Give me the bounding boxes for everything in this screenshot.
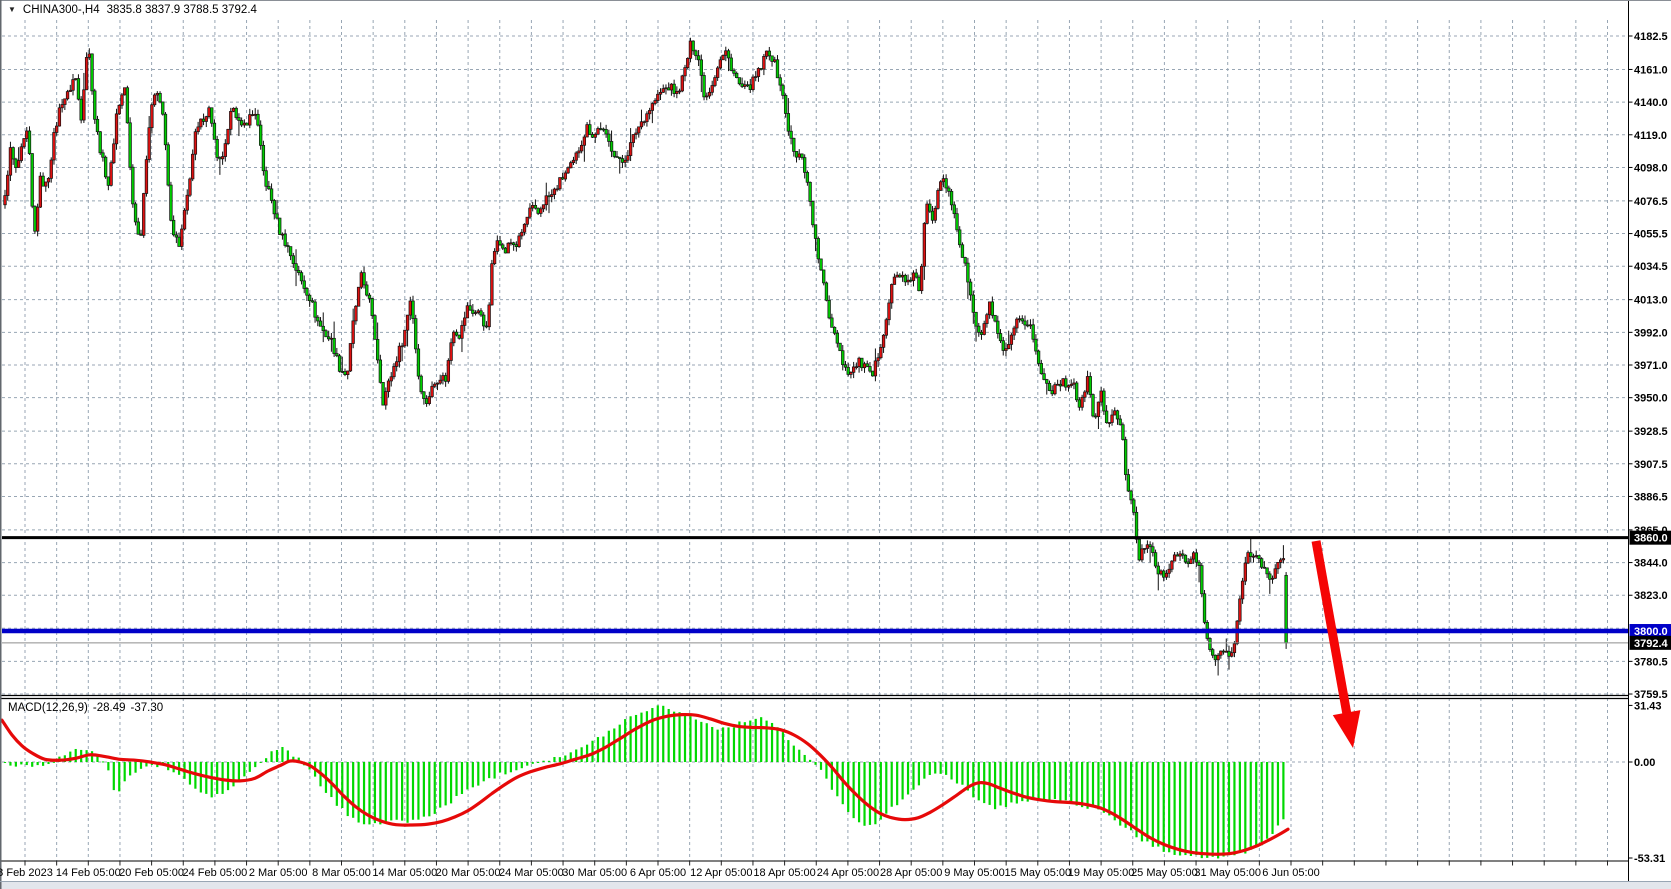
- svg-text:4098.0: 4098.0: [1634, 162, 1668, 174]
- svg-text:20 Feb 05:00: 20 Feb 05:00: [119, 867, 184, 879]
- price-label-3792.4: [1629, 635, 1671, 650]
- svg-text:4055.5: 4055.5: [1634, 229, 1668, 241]
- svg-text:3844.0: 3844.0: [1634, 558, 1668, 570]
- svg-text:25 May 05:00: 25 May 05:00: [1131, 867, 1198, 879]
- svg-text:4161.0: 4161.0: [1634, 64, 1668, 76]
- svg-text:3907.5: 3907.5: [1634, 459, 1668, 471]
- macd-indicator-label: MACD(12,26,9) -28.49 -37.30: [8, 702, 163, 714]
- svg-text:-53.31: -53.31: [1634, 853, 1665, 865]
- symbol-dropdown-icon[interactable]: ▼: [8, 5, 16, 14]
- svg-text:4013.0: 4013.0: [1634, 295, 1668, 307]
- svg-text:4119.0: 4119.0: [1634, 130, 1667, 142]
- svg-text:4182.5: 4182.5: [1634, 31, 1668, 43]
- svg-text:19 May 05:00: 19 May 05:00: [1068, 867, 1135, 879]
- svg-text:31.43: 31.43: [1634, 700, 1662, 712]
- svg-text:15 May 05:00: 15 May 05:00: [1004, 867, 1071, 879]
- svg-text:3992.0: 3992.0: [1634, 327, 1668, 339]
- svg-text:3780.5: 3780.5: [1634, 656, 1668, 668]
- svg-text:3792.4: 3792.4: [1634, 638, 1669, 650]
- svg-text:31 May 05:00: 31 May 05:00: [1194, 867, 1261, 879]
- svg-text:28 Apr 05:00: 28 Apr 05:00: [880, 867, 942, 879]
- price-label-3860.0: [1629, 530, 1671, 545]
- svg-text:3823.0: 3823.0: [1634, 590, 1668, 602]
- macd-signal-value: -37.30: [130, 702, 164, 714]
- svg-text:8 Mar 05:00: 8 Mar 05:00: [312, 867, 371, 879]
- svg-text:30 Mar 05:00: 30 Mar 05:00: [562, 867, 627, 879]
- svg-text:3800.0: 3800.0: [1634, 626, 1668, 638]
- svg-text:4076.5: 4076.5: [1634, 196, 1668, 208]
- ohlc-values: 3835.8 3837.9 3788.5 3792.4: [106, 4, 257, 16]
- svg-text:3950.0: 3950.0: [1634, 393, 1668, 405]
- svg-text:3928.5: 3928.5: [1634, 426, 1668, 438]
- svg-text:6 Apr 05:00: 6 Apr 05:00: [630, 867, 686, 879]
- grid-lines: [2, 20, 1628, 861]
- chart-title: ▼ CHINA300-,H4 3835.8 3837.9 3788.5 3792…: [8, 4, 257, 16]
- svg-text:18 Apr 05:00: 18 Apr 05:00: [753, 867, 815, 879]
- svg-text:4140.0: 4140.0: [1634, 97, 1668, 109]
- svg-text:3759.5: 3759.5: [1634, 689, 1668, 701]
- window-bottom-strip: [0, 882, 1671, 889]
- svg-text:24 Mar 05:00: 24 Mar 05:00: [499, 867, 564, 879]
- svg-text:2 Mar 05:00: 2 Mar 05:00: [249, 867, 308, 879]
- svg-text:9 May 05:00: 9 May 05:00: [944, 867, 1005, 879]
- symbol-period-label: CHINA300-,H4: [22, 4, 100, 16]
- svg-text:6 Jun 05:00: 6 Jun 05:00: [1262, 867, 1320, 879]
- down-arrow-annotation[interactable]: [1311, 540, 1361, 748]
- svg-text:12 Apr 05:00: 12 Apr 05:00: [690, 867, 752, 879]
- svg-text:24 Feb 05:00: 24 Feb 05:00: [182, 867, 247, 879]
- svg-text:24 Apr 05:00: 24 Apr 05:00: [817, 867, 879, 879]
- macd-name: MACD(12,26,9): [8, 702, 88, 714]
- price-axis: 4182.5 4161.0 4140.0 4119.0 4098.0 4076.5 4055…: [1628, 31, 1668, 701]
- svg-text:0.00: 0.00: [1634, 757, 1655, 769]
- svg-text:8 Feb 2023: 8 Feb 2023: [0, 867, 53, 879]
- svg-text:3860.0: 3860.0: [1634, 533, 1668, 545]
- horizontal-lines[interactable]: [2, 536, 1628, 644]
- svg-text:14 Mar 05:00: 14 Mar 05:00: [372, 867, 437, 879]
- macd-axis: 31.43 0.00 -53.31: [1628, 700, 1665, 865]
- price-label-3800.0: [1629, 624, 1671, 639]
- macd-signal-line: [0, 712, 1290, 856]
- macd-value: -28.49: [92, 702, 126, 714]
- svg-text:20 Mar 05:00: 20 Mar 05:00: [436, 867, 501, 879]
- svg-text:14 Feb 05:00: 14 Feb 05:00: [56, 867, 121, 879]
- svg-text:4034.5: 4034.5: [1634, 261, 1668, 273]
- svg-text:3886.5: 3886.5: [1634, 491, 1668, 503]
- candles-layer: [3, 37, 1288, 676]
- svg-text:3971.0: 3971.0: [1634, 360, 1668, 372]
